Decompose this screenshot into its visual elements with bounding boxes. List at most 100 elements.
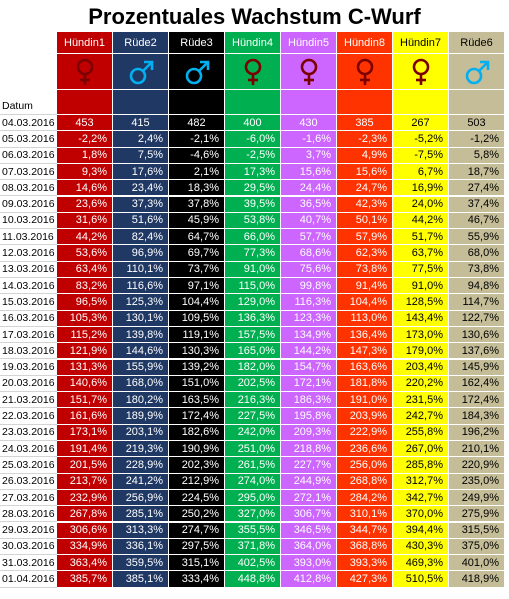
table-cell[interactable]: 256,0% [337, 457, 393, 474]
table-cell[interactable]: 14,6% [57, 180, 113, 197]
table-cell[interactable]: 2,1% [169, 163, 225, 181]
table-cell[interactable]: 430,3% [393, 538, 449, 556]
table-cell[interactable]: 51,6% [113, 212, 169, 230]
table-cell[interactable]: 275,9% [449, 506, 505, 523]
table-cell[interactable]: 412,8% [281, 571, 337, 588]
table-cell[interactable]: 267,0% [393, 441, 449, 458]
table-cell[interactable]: 179,0% [393, 343, 449, 360]
table-cell[interactable]: 210,1% [449, 441, 505, 458]
table-cell[interactable]: 189,9% [113, 408, 169, 425]
table-cell[interactable]: 77,3% [225, 245, 281, 262]
table-cell[interactable]: 50,1% [337, 212, 393, 230]
table-cell[interactable]: 4,9% [337, 147, 393, 164]
table-cell[interactable]: 116,3% [281, 294, 337, 311]
table-cell[interactable]: 144,2% [281, 343, 337, 360]
table-cell[interactable]: 274,7% [169, 522, 225, 539]
table-cell[interactable]: 75,6% [281, 261, 337, 278]
table-cell[interactable]: 147,3% [337, 343, 393, 360]
table-cell[interactable]: 136,4% [337, 326, 393, 344]
table-cell[interactable]: 249,9% [449, 489, 505, 507]
table-cell[interactable]: 37,4% [449, 196, 505, 213]
table-cell[interactable]: 73,7% [169, 261, 225, 278]
table-cell[interactable]: 191,0% [337, 392, 393, 409]
table-cell[interactable]: 232,9% [57, 489, 113, 507]
table-cell[interactable]: 355,5% [225, 522, 281, 539]
table-cell[interactable]: 375,0% [449, 538, 505, 556]
table-cell[interactable]: -2,5% [225, 147, 281, 164]
table-cell[interactable]: 315,5% [449, 522, 505, 539]
table-cell[interactable]: 129,0% [225, 294, 281, 311]
table-cell[interactable]: 310,1% [337, 506, 393, 523]
table-cell[interactable]: 114,7% [449, 294, 505, 311]
table-cell[interactable]: 69,7% [169, 245, 225, 262]
table-cell[interactable]: 261,5% [225, 457, 281, 474]
table-cell[interactable]: 327,0% [225, 506, 281, 523]
table-cell[interactable]: 168,0% [113, 375, 169, 393]
table-cell[interactable]: 23,6% [57, 196, 113, 213]
table-cell[interactable]: 68,0% [449, 245, 505, 262]
table-cell[interactable]: 312,7% [393, 473, 449, 490]
table-cell[interactable]: 91,0% [393, 278, 449, 295]
table-cell[interactable]: 182,0% [225, 359, 281, 376]
table-cell[interactable]: 77,5% [393, 261, 449, 278]
table-cell[interactable]: 231,5% [393, 392, 449, 409]
table-cell[interactable]: 364,0% [281, 538, 337, 556]
table-cell[interactable]: 418,9% [449, 571, 505, 588]
table-cell[interactable]: 64,7% [169, 229, 225, 246]
table-cell[interactable]: -2,3% [337, 131, 393, 148]
table-cell[interactable]: 91,4% [337, 278, 393, 295]
table-cell[interactable]: 415 [113, 115, 169, 132]
table-cell[interactable]: 256,9% [113, 489, 169, 507]
table-cell[interactable]: 251,0% [225, 441, 281, 458]
table-cell[interactable]: 191,4% [57, 441, 113, 458]
table-cell[interactable]: 36,5% [281, 196, 337, 213]
table-cell[interactable]: 113,0% [337, 310, 393, 327]
table-cell[interactable]: -1,6% [281, 131, 337, 148]
table-cell[interactable]: 39,5% [225, 196, 281, 213]
table-cell[interactable]: 242,0% [225, 424, 281, 441]
table-cell[interactable]: 196,2% [449, 424, 505, 441]
table-cell[interactable]: 448,8% [225, 571, 281, 588]
table-cell[interactable]: 46,7% [449, 212, 505, 230]
table-cell[interactable]: 62,3% [337, 245, 393, 262]
table-cell[interactable]: 346,5% [281, 522, 337, 539]
table-cell[interactable]: 203,9% [337, 408, 393, 425]
table-cell[interactable]: 510,5% [393, 571, 449, 588]
table-cell[interactable]: 306,7% [281, 506, 337, 523]
table-cell[interactable]: 110,1% [113, 261, 169, 278]
table-cell[interactable]: 202,5% [225, 375, 281, 393]
table-cell[interactable]: 24,0% [393, 196, 449, 213]
table-cell[interactable]: 236,6% [337, 441, 393, 458]
table-cell[interactable]: 227,7% [281, 457, 337, 474]
table-cell[interactable]: 163,6% [337, 359, 393, 376]
table-cell[interactable]: 344,7% [337, 522, 393, 539]
table-cell[interactable]: 15,6% [281, 163, 337, 181]
table-cell[interactable]: 190,9% [169, 441, 225, 458]
table-cell[interactable]: -5,2% [393, 131, 449, 148]
table-cell[interactable]: 315,1% [169, 555, 225, 572]
table-cell[interactable]: 241,2% [113, 473, 169, 490]
table-cell[interactable]: 115,2% [57, 326, 113, 344]
table-cell[interactable]: 297,5% [169, 538, 225, 556]
table-cell[interactable]: 333,4% [169, 571, 225, 588]
table-cell[interactable]: 368,8% [337, 538, 393, 556]
table-cell[interactable]: 109,5% [169, 310, 225, 327]
table-cell[interactable]: 371,8% [225, 538, 281, 556]
table-cell[interactable]: 29,5% [225, 180, 281, 197]
table-cell[interactable]: 203,1% [113, 424, 169, 441]
table-cell[interactable]: 137,6% [449, 343, 505, 360]
table-cell[interactable]: 173,1% [57, 424, 113, 441]
table-cell[interactable]: 430 [281, 115, 337, 132]
table-cell[interactable]: -6,0% [225, 131, 281, 148]
table-cell[interactable]: 213,7% [57, 473, 113, 490]
table-cell[interactable]: 9,3% [57, 163, 113, 181]
table-cell[interactable]: 228,9% [113, 457, 169, 474]
table-cell[interactable]: 73,8% [449, 261, 505, 278]
table-cell[interactable]: 151,7% [57, 392, 113, 409]
table-cell[interactable]: 180,2% [113, 392, 169, 409]
table-cell[interactable]: 57,9% [337, 229, 393, 246]
table-cell[interactable]: 5,8% [449, 147, 505, 164]
table-cell[interactable]: -4,6% [169, 147, 225, 164]
table-cell[interactable]: 295,0% [225, 489, 281, 507]
table-cell[interactable]: 306,6% [57, 522, 113, 539]
